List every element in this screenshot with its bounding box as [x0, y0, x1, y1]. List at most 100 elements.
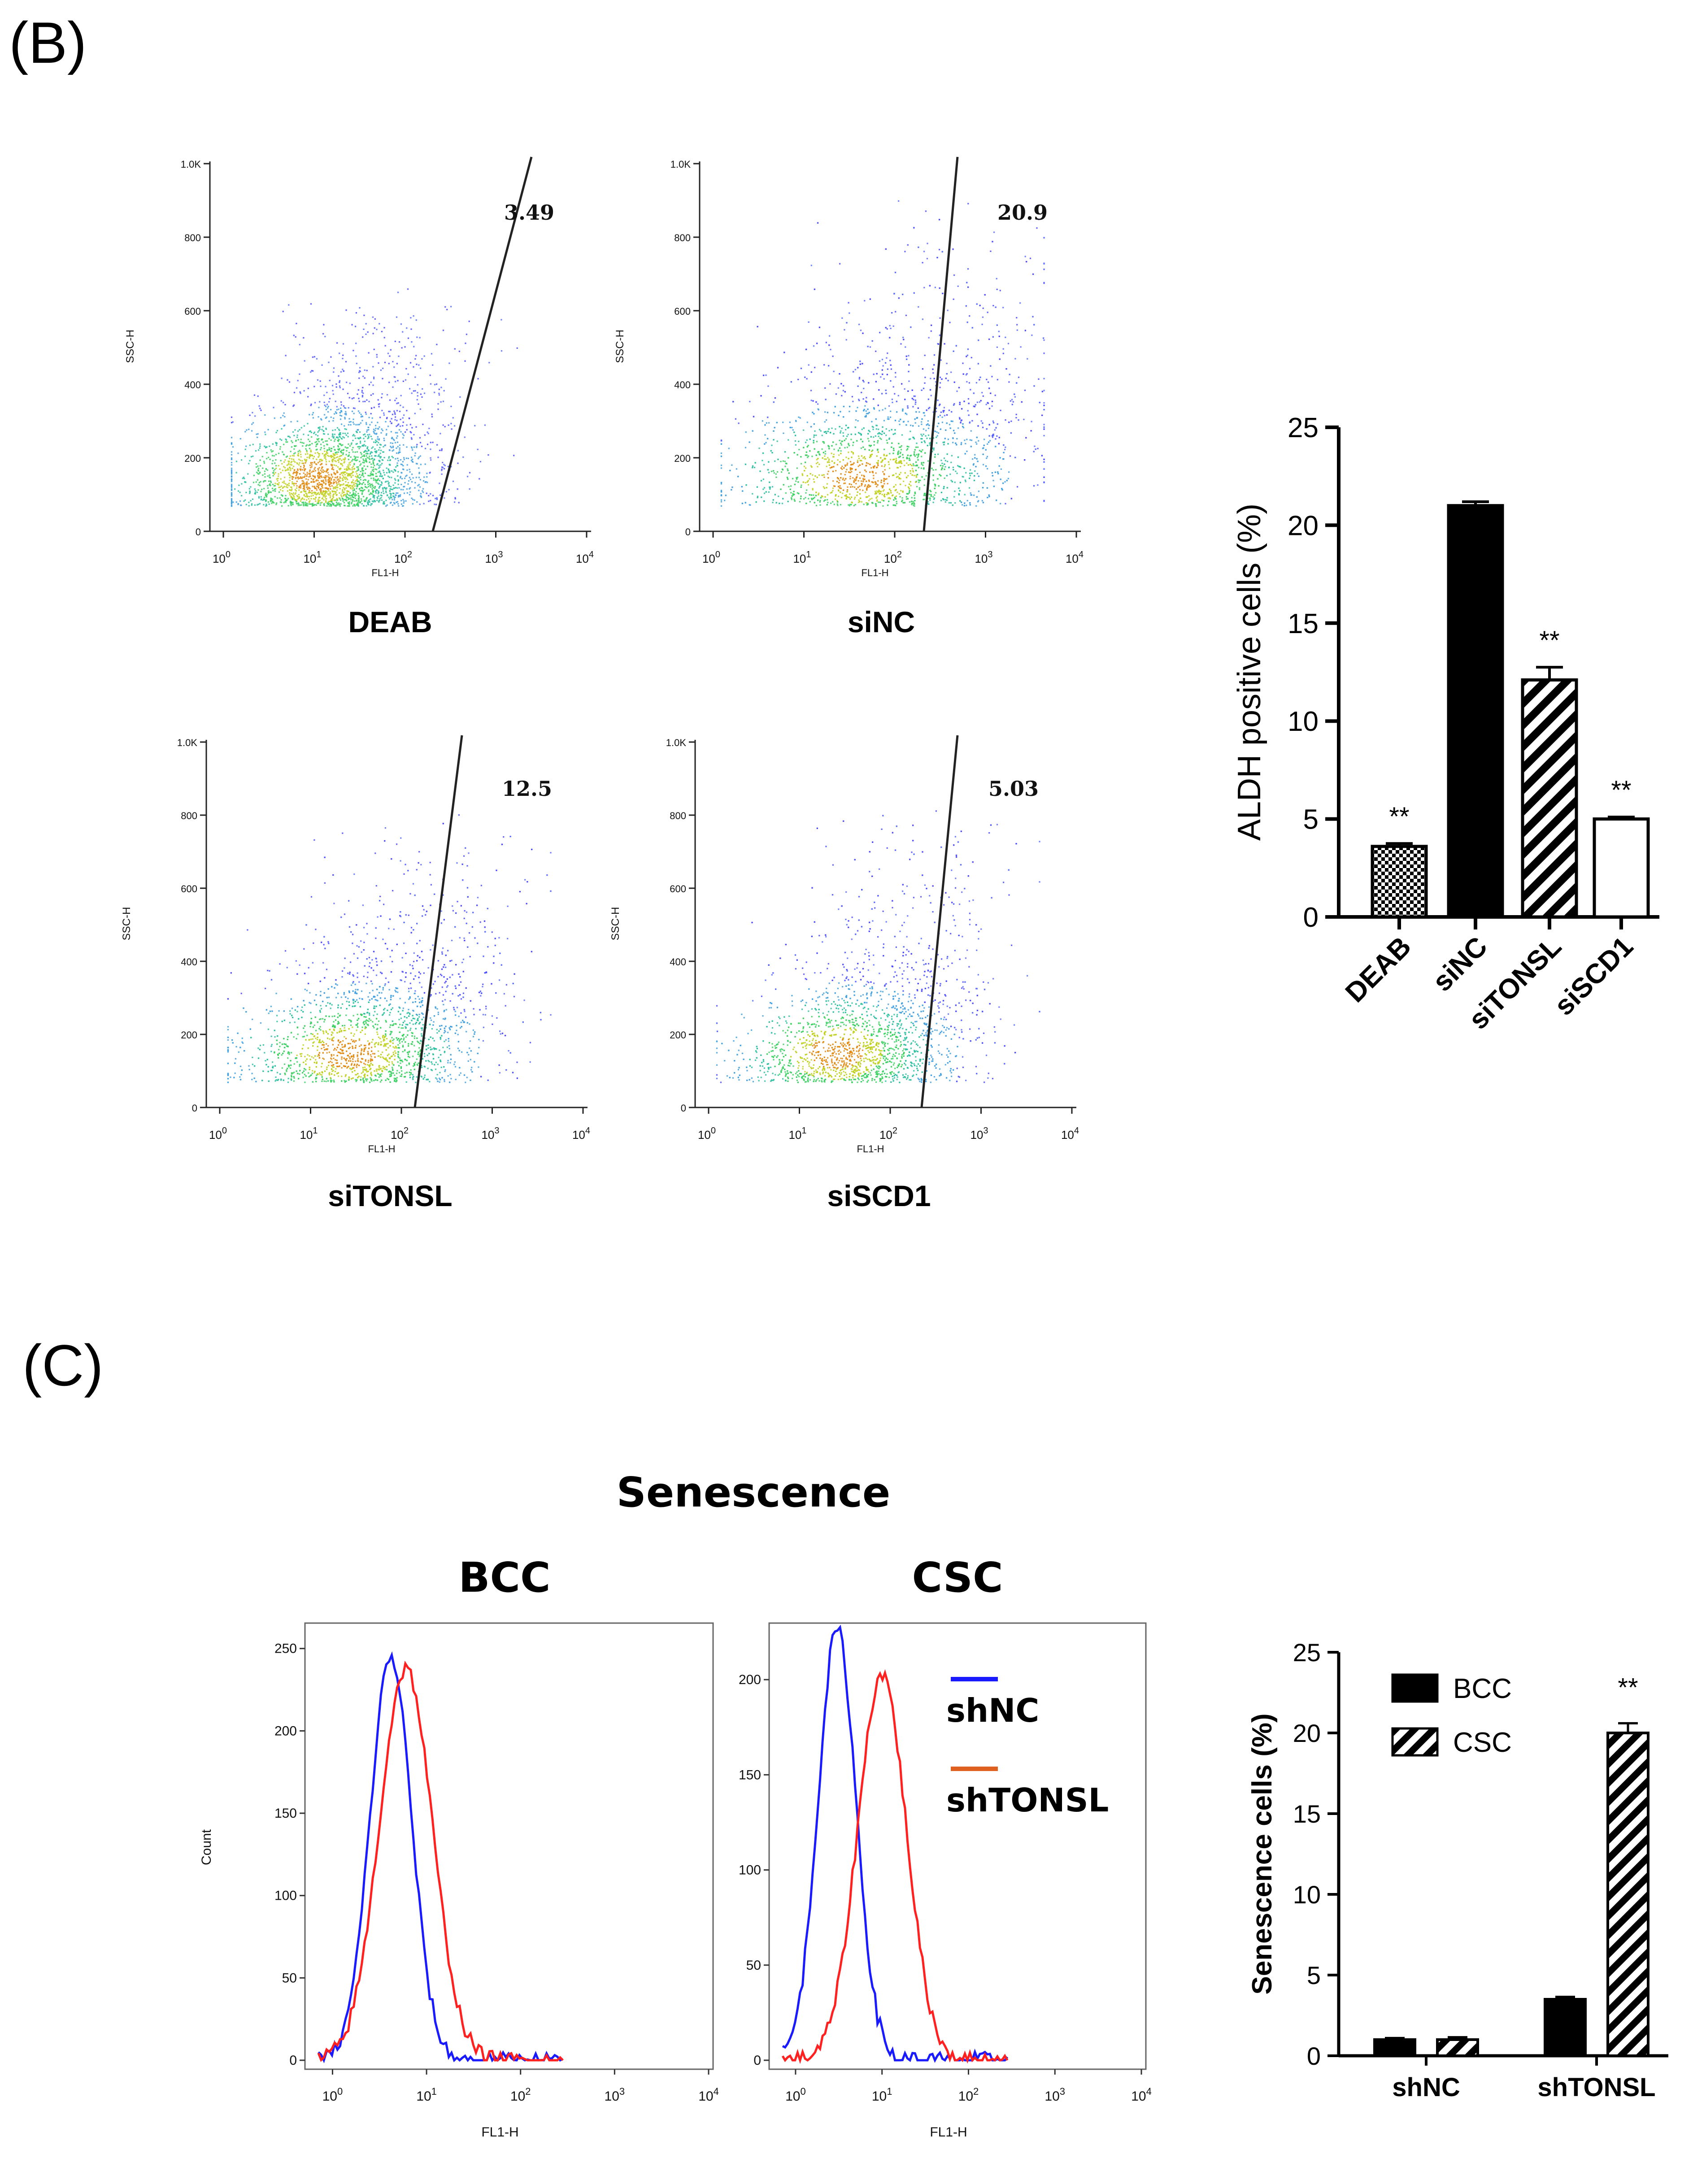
y-tick-label: 15	[1288, 608, 1319, 639]
y-tick-label: 400	[184, 379, 201, 391]
y-tick-label: 50	[746, 1958, 761, 1973]
y-tick-label: 0	[196, 526, 201, 538]
flow-plot-siscd1: 0 200 400 600 800 1.0K SSC-H 100 101 102 103 104 FL1…	[609, 735, 1079, 1212]
y-tick-label: 600	[674, 306, 691, 317]
y-tick-label: 100	[739, 1863, 761, 1878]
y-tick-label: 600	[181, 883, 197, 894]
histogram-line-shtonsl	[317, 1660, 564, 2062]
y-tick-label: 0	[1307, 2042, 1321, 2070]
y-tick-label: 800	[674, 232, 691, 243]
y-tick-label: 25	[1293, 1638, 1321, 1667]
y-tick-label: 0	[685, 526, 691, 538]
y-tick-label: 800	[181, 810, 197, 821]
gate-line	[431, 156, 533, 532]
flow-dots	[227, 814, 552, 1083]
y-tick-label: 1.0K	[666, 737, 687, 748]
x-tick-label: 103	[975, 550, 992, 565]
legend-label: CSC	[1453, 1727, 1512, 1758]
y-tick-label: 15	[1293, 1800, 1321, 1828]
y-tick-label: 150	[739, 1767, 761, 1782]
plot-frame	[768, 1622, 1147, 2070]
bar-siscd1	[1593, 817, 1650, 919]
y-tick-label: 800	[184, 232, 201, 243]
x-tick-label: 102	[884, 550, 902, 565]
y-tick-label: 400	[181, 956, 197, 968]
senescence-legend: BCC CSC	[1391, 1673, 1512, 1758]
y-axis-title: SSC-H	[124, 330, 136, 363]
x-axis-title: FL1-H	[930, 2125, 967, 2140]
flow-dots	[231, 288, 518, 507]
y-tick-label: 250	[274, 1641, 297, 1656]
flow-plot-sitonsl: 0 200 400 600 800 1.0K SSC-H 100 101 102 103 104 FL1…	[121, 735, 590, 1212]
y-tick-label: 200	[674, 453, 691, 464]
histogram-bcc: BCC 0 50 100 150 200 250 100 101 102 103 104 FL1-H	[274, 1554, 719, 2140]
y-tick-label: 150	[274, 1806, 297, 1821]
y-axis-title: Count	[199, 1829, 214, 1865]
y-tick-label: 800	[670, 810, 686, 821]
histogram-title: CSC	[912, 1554, 1003, 1602]
bar-bcc-shnc	[1373, 2038, 1416, 2057]
x-axis-title: FL1-H	[368, 1143, 395, 1155]
gate-line	[923, 156, 959, 532]
significance-marker: **	[1389, 802, 1409, 831]
x-tick-label: 100	[322, 2086, 343, 2104]
x-axis-title: FL1-H	[371, 567, 399, 578]
flow-dots	[720, 200, 1045, 507]
gate-percentage: 3.49	[504, 200, 554, 225]
sample-label: siTONSL	[328, 1179, 453, 1212]
flow-dots	[716, 801, 1040, 1083]
flow-plot-deab: 0 200 400 600 800 1.0K SSC-H 100 101 102 103 104 FL1…	[124, 156, 594, 638]
bar-sinc	[1447, 504, 1504, 919]
sample-label: siNC	[848, 605, 915, 638]
x-tick-label: 102	[879, 1126, 897, 1142]
senescence-bar-chart: 0 5 10 15 20 25 Senescence cells (%) ** shNC shTO…	[1247, 1638, 1668, 2102]
x-tick-label: 100	[702, 550, 720, 565]
y-tick-label: 0	[192, 1103, 197, 1114]
x-category-label: DEAB	[1340, 931, 1417, 1008]
flow-cytometry-plots: 0 200 400 600 800 1.0K SSC-H 100 101 102 103 104 FL1…	[121, 156, 1084, 1212]
bar-deab	[1371, 845, 1428, 919]
y-tick-label: 100	[274, 1889, 297, 1903]
y-tick-label: 600	[184, 306, 201, 317]
x-tick-label: 102	[958, 2086, 979, 2104]
gate-line	[413, 735, 463, 1108]
legend-label: shNC	[946, 1692, 1039, 1729]
x-tick-label: 101	[300, 1126, 318, 1142]
y-tick-label: 25	[1288, 412, 1319, 443]
y-tick-label: 0	[681, 1103, 686, 1114]
x-tick-label: 104	[1061, 1126, 1079, 1142]
histogram-line-shnc	[782, 1624, 1009, 2063]
senescence-title: Senescence	[617, 1468, 891, 1516]
y-tick-label: 50	[282, 1971, 297, 1985]
y-axis-title: ALDH positive cells (%)	[1232, 504, 1267, 841]
y-tick-label: 20	[1293, 1719, 1321, 1747]
flow-plot-sinc: 0 200 400 600 800 1.0K SSC-H 100 101 102 103 104 FL1…	[614, 156, 1084, 638]
y-tick-label: 0	[1303, 902, 1319, 933]
x-tick-label: 101	[303, 550, 321, 565]
x-tick-label: 103	[605, 2086, 625, 2104]
gate-percentage: 12.5	[502, 777, 552, 801]
y-axis-title: Senescence cells (%)	[1247, 1713, 1278, 1994]
plot-frame	[304, 1622, 714, 2070]
x-category-label: shNC	[1392, 2073, 1460, 2102]
x-tick-label: 100	[213, 550, 231, 565]
y-tick-label: 0	[289, 2053, 297, 2068]
y-tick-label: 200	[274, 1724, 297, 1738]
significance-marker: **	[1539, 626, 1559, 655]
sample-label: DEAB	[348, 605, 432, 638]
x-category-label: siSCD1	[1549, 931, 1639, 1021]
legend-swatch-csc	[1391, 1727, 1439, 1757]
histogram-line-shtonsl	[781, 1669, 1009, 2064]
panel-c-label: (C)	[22, 1333, 103, 1398]
x-tick-label: 103	[481, 1126, 499, 1142]
x-tick-label: 101	[788, 1126, 806, 1142]
legend-label: shTONSL	[946, 1781, 1109, 1819]
y-tick-label: 200	[739, 1672, 761, 1687]
x-axis-title: FL1-H	[857, 1143, 884, 1155]
x-tick-label: 103	[485, 550, 503, 565]
x-tick-label: 100	[698, 1126, 716, 1142]
y-tick-label: 10	[1293, 1880, 1321, 1909]
y-tick-label: 10	[1288, 706, 1319, 737]
y-tick-label: 200	[670, 1029, 686, 1041]
